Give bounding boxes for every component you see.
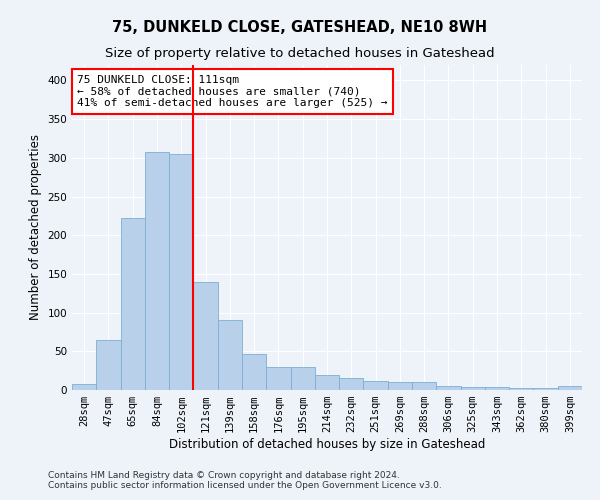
Y-axis label: Number of detached properties: Number of detached properties (29, 134, 42, 320)
Bar (169, 154, 193, 390)
Text: 75, DUNKELD CLOSE, GATESHEAD, NE10 8WH: 75, DUNKELD CLOSE, GATESHEAD, NE10 8WH (112, 20, 488, 35)
Bar (121, 218, 145, 390)
Bar (242, 354, 266, 390)
Bar (461, 387, 485, 390)
X-axis label: Distribution of detached houses by size in Gateshead: Distribution of detached houses by size … (169, 438, 485, 451)
Bar (485, 387, 509, 390)
Bar (533, 388, 558, 390)
Text: Size of property relative to detached houses in Gateshead: Size of property relative to detached ho… (105, 48, 495, 60)
Bar (315, 376, 339, 390)
Bar (412, 382, 436, 390)
Text: Contains public sector information licensed under the Open Government Licence v3: Contains public sector information licen… (48, 480, 442, 490)
Bar (558, 386, 582, 390)
Bar (72, 384, 96, 390)
Bar (388, 382, 412, 390)
Bar (218, 320, 242, 390)
Bar (364, 382, 388, 390)
Bar (193, 282, 218, 390)
Bar (96, 340, 121, 390)
Text: Contains HM Land Registry data © Crown copyright and database right 2024.: Contains HM Land Registry data © Crown c… (48, 470, 400, 480)
Bar (339, 378, 364, 390)
Bar (290, 367, 315, 390)
Bar (509, 388, 533, 390)
Bar (145, 152, 169, 390)
Bar (266, 367, 290, 390)
Text: 75 DUNKELD CLOSE: 111sqm
← 58% of detached houses are smaller (740)
41% of semi-: 75 DUNKELD CLOSE: 111sqm ← 58% of detach… (77, 74, 388, 108)
Bar (436, 386, 461, 390)
